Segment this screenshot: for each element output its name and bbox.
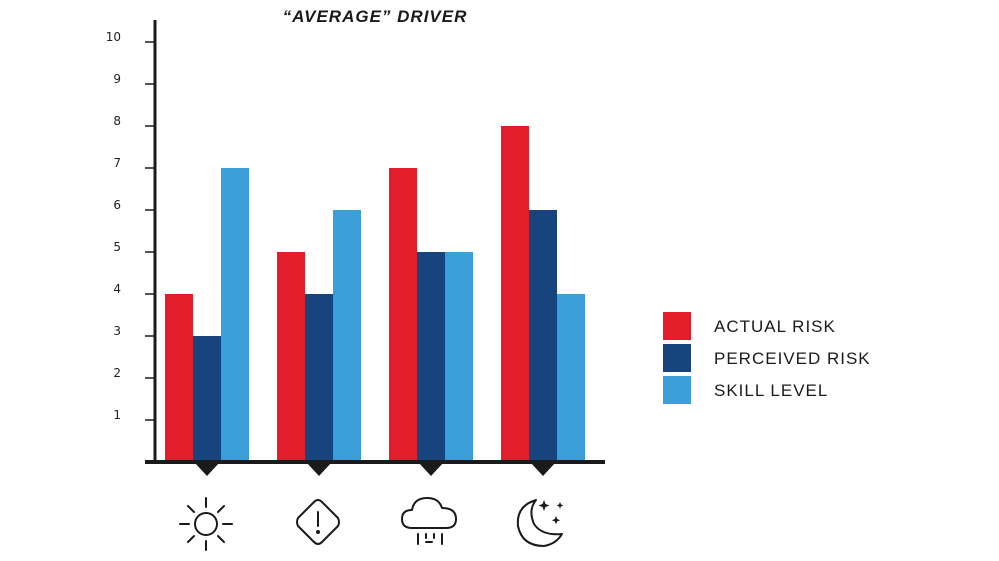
legend-label: SKILL LEVEL bbox=[714, 381, 828, 400]
y-tick-label: 2 bbox=[113, 366, 121, 380]
legend-label: ACTUAL RISK bbox=[714, 317, 836, 336]
category-marker bbox=[306, 462, 332, 476]
bar-perceived-risk-4 bbox=[529, 210, 557, 462]
moon-stars-icon bbox=[516, 499, 564, 547]
bar-perceived-risk-2 bbox=[305, 294, 333, 462]
y-tick-label: 7 bbox=[113, 156, 121, 170]
category-marker bbox=[530, 462, 556, 476]
category-markers bbox=[194, 462, 556, 476]
y-tick-label: 5 bbox=[113, 240, 121, 254]
y-tick-label: 4 bbox=[113, 282, 121, 296]
y-tick-label: 8 bbox=[113, 114, 121, 128]
y-tick-label: 3 bbox=[113, 324, 121, 338]
bar-actual-risk-2 bbox=[277, 252, 305, 462]
sun-icon bbox=[179, 497, 233, 551]
bars bbox=[165, 126, 585, 462]
category-marker bbox=[418, 462, 444, 476]
bar-skill-level-2 bbox=[333, 210, 361, 462]
bar-actual-risk-3 bbox=[389, 168, 417, 462]
rain-cloud-icon bbox=[401, 497, 457, 545]
warning-sign-icon bbox=[296, 499, 340, 545]
category-marker bbox=[194, 462, 220, 476]
bar-perceived-risk-1 bbox=[193, 336, 221, 462]
bar-skill-level-3 bbox=[445, 252, 473, 462]
legend-swatch bbox=[663, 344, 691, 372]
y-tick-label: 10 bbox=[106, 30, 121, 44]
legend-swatch bbox=[663, 376, 691, 404]
bar-skill-level-1 bbox=[221, 168, 249, 462]
bar-actual-risk-1 bbox=[165, 294, 193, 462]
y-tick-label: 1 bbox=[113, 408, 121, 422]
y-tick-label: 6 bbox=[113, 198, 121, 212]
legend-label: PERCEIVED RISK bbox=[714, 349, 871, 368]
chart-title: “AVERAGE” DRIVER bbox=[283, 7, 468, 26]
legend: ACTUAL RISK PERCEIVED RISK SKILL LEVEL bbox=[663, 312, 871, 404]
y-tick-label: 9 bbox=[113, 72, 121, 86]
legend-swatch bbox=[663, 312, 691, 340]
y-axis-ticks: 1 2 3 4 5 6 7 8 9 10 bbox=[106, 30, 155, 422]
bar-skill-level-4 bbox=[557, 294, 585, 462]
bar-perceived-risk-3 bbox=[417, 252, 445, 462]
bar-actual-risk-4 bbox=[501, 126, 529, 462]
